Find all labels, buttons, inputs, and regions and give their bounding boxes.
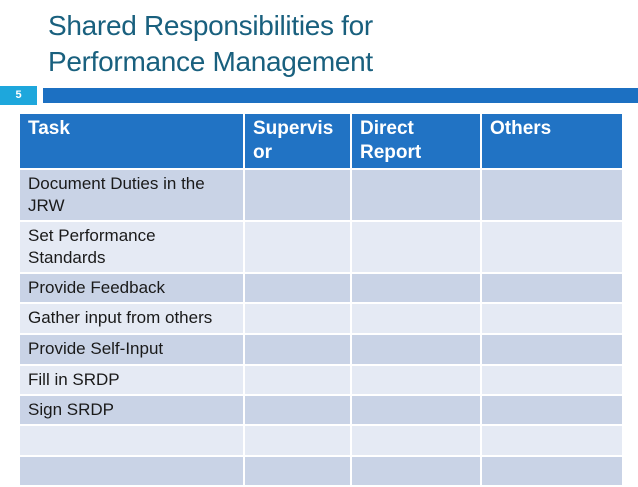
others-cell bbox=[480, 220, 624, 274]
others-cell bbox=[480, 364, 624, 396]
supervisor-cell bbox=[243, 394, 352, 426]
others-cell bbox=[480, 168, 624, 222]
table-row: Fill in SRDP bbox=[18, 364, 624, 396]
table-header-row: Task Supervisor Direct Report Others bbox=[18, 112, 624, 170]
column-header-others: Others bbox=[480, 112, 624, 170]
column-header-direct-report: Direct Report bbox=[350, 112, 482, 170]
supervisor-cell bbox=[243, 333, 352, 366]
direct-report-cell bbox=[350, 424, 482, 457]
column-header-task: Task bbox=[18, 112, 245, 170]
table-row bbox=[18, 424, 624, 457]
task-cell: Gather input from others bbox=[18, 302, 245, 335]
supervisor-cell bbox=[243, 455, 352, 487]
supervisor-cell bbox=[243, 424, 352, 457]
task-cell: Fill in SRDP bbox=[18, 364, 245, 396]
direct-report-cell bbox=[350, 394, 482, 426]
table-row: Sign SRDP bbox=[18, 394, 624, 426]
direct-report-cell bbox=[350, 168, 482, 222]
table-row: Document Duties in the JRW bbox=[18, 168, 624, 222]
direct-report-cell bbox=[350, 333, 482, 366]
supervisor-cell bbox=[243, 364, 352, 396]
others-cell bbox=[480, 333, 624, 366]
task-cell: Sign SRDP bbox=[18, 394, 245, 426]
task-cell bbox=[18, 455, 245, 487]
responsibilities-table: Task Supervisor Direct Report Others Doc… bbox=[18, 112, 624, 487]
supervisor-cell bbox=[243, 220, 352, 274]
task-cell: Set Performance Standards bbox=[18, 220, 245, 274]
supervisor-cell bbox=[243, 168, 352, 222]
table-row: Provide Self-Input bbox=[18, 333, 624, 366]
task-cell: Document Duties in the JRW bbox=[18, 168, 245, 222]
column-header-supervisor: Supervisor bbox=[243, 112, 352, 170]
supervisor-cell bbox=[243, 302, 352, 335]
supervisor-cell bbox=[243, 272, 352, 304]
task-cell: Provide Feedback bbox=[18, 272, 245, 304]
direct-report-cell bbox=[350, 455, 482, 487]
table-row bbox=[18, 455, 624, 487]
task-cell bbox=[18, 424, 245, 457]
slide-number-badge: 5 bbox=[0, 86, 37, 105]
others-cell bbox=[480, 455, 624, 487]
slide-number: 5 bbox=[15, 89, 22, 101]
accent-bar bbox=[43, 88, 638, 103]
table-row: Set Performance Standards bbox=[18, 220, 624, 274]
table-row: Provide Feedback bbox=[18, 272, 624, 304]
slide-title: Shared Responsibilities for Performance … bbox=[48, 10, 373, 77]
others-cell bbox=[480, 302, 624, 335]
others-cell bbox=[480, 394, 624, 426]
table-row: Gather input from others bbox=[18, 302, 624, 335]
direct-report-cell bbox=[350, 364, 482, 396]
others-cell bbox=[480, 272, 624, 304]
direct-report-cell bbox=[350, 220, 482, 274]
others-cell bbox=[480, 424, 624, 457]
task-cell: Provide Self-Input bbox=[18, 333, 245, 366]
direct-report-cell bbox=[350, 272, 482, 304]
direct-report-cell bbox=[350, 302, 482, 335]
